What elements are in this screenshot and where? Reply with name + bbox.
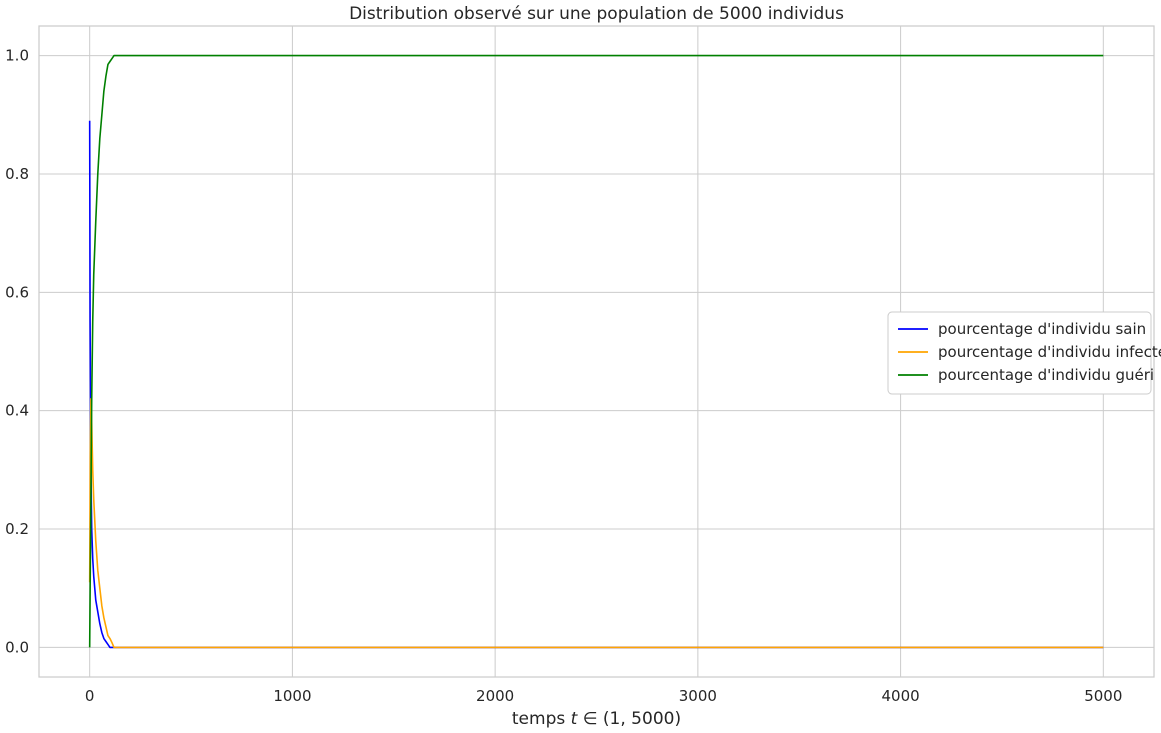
legend-label-1: pourcentage d'individu infecté [938, 343, 1161, 361]
y-tick-label: 0.6 [5, 283, 29, 301]
plot-frame [38, 25, 1155, 678]
y-tick-label: 0.8 [5, 165, 29, 183]
y-tick-label: 1.0 [5, 47, 29, 65]
y-tick-label: 0.4 [5, 402, 29, 420]
series-layer [88, 54, 1104, 649]
x-tick-label: 4000 [881, 687, 919, 705]
x-tick-label: 0 [85, 687, 95, 705]
series-line-2 [88, 54, 1104, 648]
x-tick-label: 1000 [273, 687, 311, 705]
y-tick-label: 0.2 [5, 520, 29, 538]
legend-label-2: pourcentage d'individu guéri [938, 366, 1154, 384]
x-tick-label: 5000 [1084, 687, 1122, 705]
y-tick-label: 0.0 [5, 638, 29, 656]
legend-label-0: pourcentage d'individu sain [938, 320, 1146, 338]
legend-box [887, 311, 1152, 395]
x-tick-labels: 0 1000 2000 3000 4000 5000 [85, 687, 1123, 705]
x-axis-label: temps t ∈ (1, 5000) [512, 709, 681, 729]
x-tick-label: 2000 [476, 687, 514, 705]
chart-title: Distribution observé sur une population … [349, 4, 844, 24]
legend: pourcentage d'individu sain pourcentage d… [887, 311, 1161, 395]
x-tick-label: 3000 [679, 687, 717, 705]
y-tick-labels: 0.0 0.2 0.4 0.6 0.8 1.0 [5, 47, 29, 657]
